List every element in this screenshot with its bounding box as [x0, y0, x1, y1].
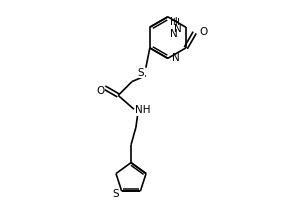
Text: O: O [200, 27, 208, 37]
Text: N: N [172, 53, 180, 63]
Text: H
N: H N [170, 17, 178, 39]
Text: NH: NH [135, 105, 151, 115]
Text: O: O [96, 86, 105, 96]
Text: N: N [174, 24, 182, 34]
Text: S: S [138, 68, 144, 78]
Text: S: S [112, 189, 119, 199]
Text: H: H [172, 18, 179, 27]
